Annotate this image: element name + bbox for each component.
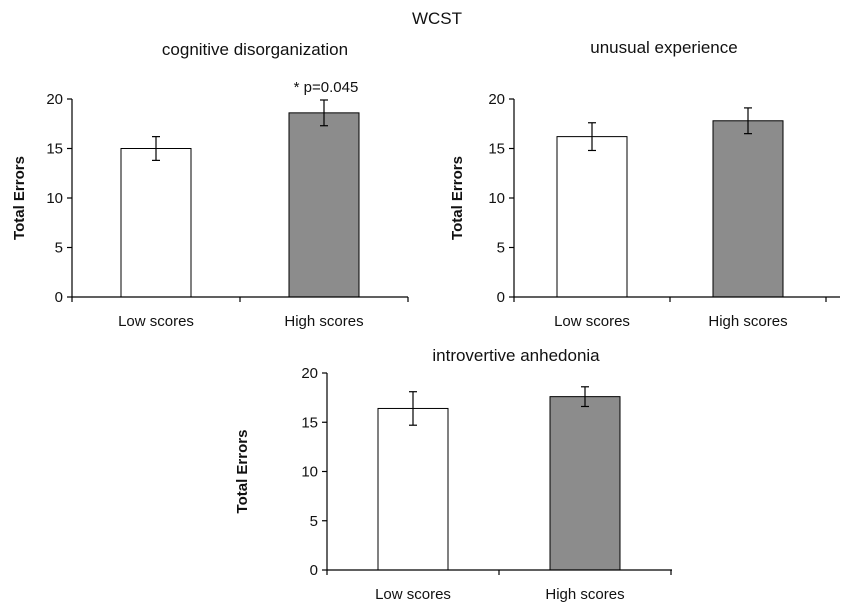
chart-introvertive-anhedonia: introvertive anhedonia Total Errors Low sc… <box>234 346 672 602</box>
y-tick-label: 5 <box>497 240 505 257</box>
category-label: High scores <box>545 586 624 602</box>
bar-low-scores <box>120 148 192 298</box>
bar-low-scores <box>556 136 628 298</box>
y-tick-label: 10 <box>46 190 63 207</box>
chart-cognitive-disorganization: cognitive disorganization Total Errors Low… <box>11 40 409 330</box>
category-label: High scores <box>708 313 787 330</box>
chart-title: unusual experience <box>590 38 737 57</box>
chart-unusual-experience: unusual experience Total Errors Low scores… <box>449 38 840 330</box>
bar-low-scores <box>377 407 449 571</box>
error-bar-low-scores <box>409 391 417 426</box>
chart-title: introvertive anhedonia <box>432 346 600 365</box>
bar-high-scores <box>712 120 784 298</box>
y-tick-label: 15 <box>488 141 505 158</box>
significance-annotation: * p=0.045 <box>294 79 359 96</box>
y-tick-label: 0 <box>55 289 63 306</box>
y-tick-label: 5 <box>55 240 63 257</box>
category-label: High scores <box>284 313 363 330</box>
y-tick-label: 0 <box>497 289 505 306</box>
y-tick-label: 15 <box>301 414 318 431</box>
y-tick-label: 20 <box>301 365 318 382</box>
y-axis-label: Total Errors <box>449 156 466 240</box>
y-tick-label: 20 <box>488 91 505 108</box>
y-tick-label: 20 <box>46 91 63 108</box>
bar-high-scores <box>549 396 621 571</box>
y-tick-label: 15 <box>46 141 63 158</box>
category-label: Low scores <box>554 313 630 330</box>
error-bar-high-scores <box>320 99 328 127</box>
chart-title: cognitive disorganization <box>162 40 348 59</box>
error-bar-high-scores <box>744 107 752 135</box>
category-label: Low scores <box>118 313 194 330</box>
error-bar-high-scores <box>581 386 589 408</box>
error-bar-low-scores <box>588 122 596 152</box>
figure-title: WCST <box>412 9 462 28</box>
y-tick-label: 10 <box>488 190 505 207</box>
category-label: Low scores <box>375 586 451 602</box>
y-tick-label: 0 <box>310 562 318 579</box>
bar-high-scores <box>288 112 360 298</box>
y-tick-label: 5 <box>310 513 318 530</box>
y-tick-label: 10 <box>301 464 318 481</box>
y-axis-label: Total Errors <box>234 430 251 514</box>
y-axis-label: Total Errors <box>11 156 28 240</box>
error-bar-low-scores <box>152 136 160 161</box>
